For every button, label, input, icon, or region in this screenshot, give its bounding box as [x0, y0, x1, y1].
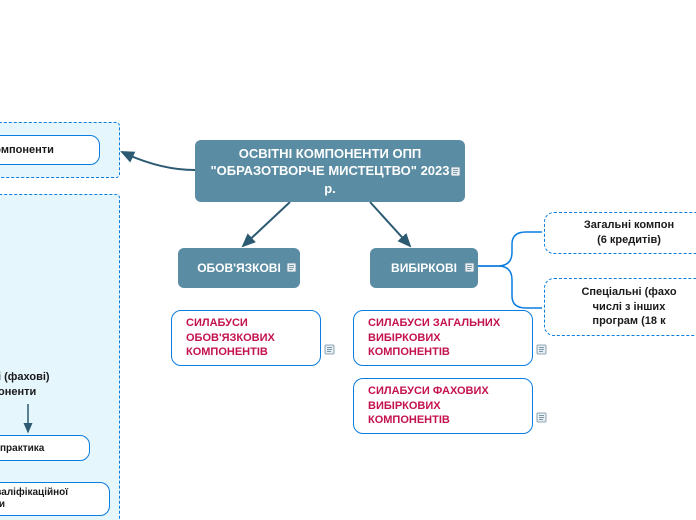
elective-syllabus-special-label: СИЛАБУСИ ФАХОВИХ ВИБІРКОВИХ КОМПОНЕНТІВ — [368, 384, 518, 429]
elective-general-label: Загальні компон (6 кредитів) — [584, 218, 674, 248]
elective-label: ВИБІРКОВІ — [391, 260, 457, 276]
note-icon[interactable] — [450, 166, 461, 177]
mandatory-syllabus-label: СИЛАБУСИ ОБОВ'ЯЗКОВИХ КОМПОНЕНТІВ — [186, 316, 306, 361]
left-qualification-box: а кваліфікаційної боти — [0, 482, 110, 516]
elective-syllabus-special-link[interactable]: СИЛАБУСИ ФАХОВИХ ВИБІРКОВИХ КОМПОНЕНТІВ — [353, 378, 533, 434]
left-qualification-label: а кваліфікаційної боти — [0, 487, 68, 511]
elective-special-label: Спеціальні (фахо числі з інших програм (… — [581, 285, 676, 330]
left-box-components: ні компоненти — [0, 135, 100, 165]
note-icon[interactable] — [464, 262, 475, 273]
elective-syllabus-general-link[interactable]: СИЛАБУСИ ЗАГАЛЬНИХ ВИБІРКОВИХ КОМПОНЕНТІ… — [353, 310, 533, 366]
note-icon[interactable] — [286, 262, 297, 273]
mandatory-node[interactable]: ОБОВ'ЯЗКОВІ — [178, 248, 300, 288]
elective-node[interactable]: ВИБІРКОВІ — [370, 248, 478, 288]
left-box-components-label: ні компоненти — [0, 144, 54, 156]
mindmap-canvas: ні компоненти і (фахові) оненти на практ… — [0, 0, 696, 520]
mandatory-syllabus-link[interactable]: СИЛАБУСИ ОБОВ'ЯЗКОВИХ КОМПОНЕНТІВ — [171, 310, 321, 366]
elective-syllabus-general-label: СИЛАБУСИ ЗАГАЛЬНИХ ВИБІРКОВИХ КОМПОНЕНТІ… — [368, 316, 518, 361]
note-icon[interactable] — [536, 344, 547, 355]
left-practice-box: на практика — [0, 435, 90, 461]
note-icon[interactable] — [536, 412, 547, 423]
elective-general-node[interactable]: Загальні компон (6 кредитів) — [544, 212, 696, 254]
left-mid-label: і (фахові) оненти — [0, 370, 50, 400]
left-practice-label: на практика — [0, 443, 44, 454]
mandatory-label: ОБОВ'ЯЗКОВІ — [197, 260, 281, 276]
elective-special-node[interactable]: Спеціальні (фахо числі з інших програм (… — [544, 278, 696, 336]
left-dashed-panel-2 — [0, 194, 120, 520]
root-node[interactable]: ОСВІТНІ КОМПОНЕНТИ ОПП "ОБРАЗОТВОРЧЕ МИС… — [195, 140, 465, 202]
root-label: ОСВІТНІ КОМПОНЕНТИ ОПП "ОБРАЗОТВОРЧЕ МИС… — [209, 145, 451, 198]
note-icon[interactable] — [324, 344, 335, 355]
